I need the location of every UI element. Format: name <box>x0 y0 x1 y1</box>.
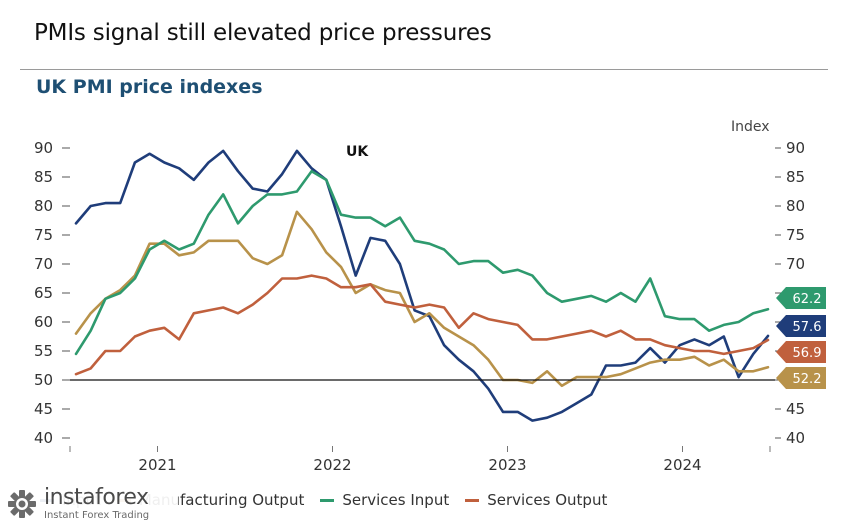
legend-label: Services Output <box>487 491 608 509</box>
legend-item-services-output: Services Output <box>465 491 607 509</box>
header-divider <box>20 69 828 70</box>
end-label-tag: 56.9 <box>776 341 826 363</box>
y-tick-label-left: 50 <box>34 371 53 389</box>
y-tick-label-left: 65 <box>34 284 53 302</box>
series-line-manufacturing-output <box>74 210 770 388</box>
y-tick-label-right: 85 <box>786 168 805 186</box>
y-tick-label-left: 80 <box>34 197 53 215</box>
end-label-value: 57.6 <box>793 320 822 335</box>
y-tick-label-left: 85 <box>34 168 53 186</box>
end-label-tag: 52.2 <box>776 367 826 389</box>
legend-label: Services Input <box>342 491 450 509</box>
end-label-shape <box>776 315 826 337</box>
y-tick-label-left: 40 <box>34 429 53 447</box>
y-tick-label-left: 55 <box>34 342 53 360</box>
end-label-value: 52.2 <box>793 372 822 387</box>
region-annotation: UK <box>346 144 369 160</box>
y-tick-label-left: 90 <box>34 139 53 157</box>
y-tick-label-left: 75 <box>34 226 53 244</box>
end-label-shape <box>776 341 826 363</box>
legend-swatch <box>465 498 480 502</box>
x-tick-label: 2021 <box>138 456 176 474</box>
end-label-tag: 57.6 <box>776 315 826 337</box>
instaforex-logo-icon <box>8 490 36 518</box>
y-tick-label-right: 90 <box>786 139 805 157</box>
x-tick-label: 2022 <box>313 456 351 474</box>
y-tick-label-right: 75 <box>786 226 805 244</box>
y-tick-label-left: 60 <box>34 313 53 331</box>
legend-swatch <box>320 498 335 502</box>
unit-label: Index <box>731 119 770 135</box>
end-label-shape <box>776 367 826 389</box>
y-tick-label-left: 70 <box>34 255 53 273</box>
series-line-services-input <box>74 169 770 356</box>
y-tick-label-right: 70 <box>786 255 805 273</box>
y-tick-label-right: 40 <box>786 429 805 447</box>
series-line-manufacturing-input <box>74 149 770 422</box>
end-label-tag: 62.2 <box>776 287 826 309</box>
x-tick-label: 2024 <box>663 456 701 474</box>
end-label-value: 56.9 <box>793 346 822 361</box>
series-line-services-output <box>74 274 770 376</box>
watermark-tagline: Instant Forex Trading <box>44 510 150 521</box>
y-tick-label-left: 45 <box>34 400 53 418</box>
x-tick-label: 2023 <box>488 456 526 474</box>
legend-label: Manufacturing Output <box>138 491 305 509</box>
end-label-value: 62.2 <box>793 292 822 307</box>
end-label-shape <box>776 287 826 309</box>
y-tick-label-right: 45 <box>786 400 805 418</box>
chart-title: UK PMI price indexes <box>36 76 263 98</box>
instaforex-watermark: instaforex Instant Forex Trading <box>6 484 178 524</box>
y-tick-label-right: 80 <box>786 197 805 215</box>
watermark-brand: instaforex <box>44 485 149 510</box>
legend-item-services-input: Services Input <box>320 491 449 509</box>
page-headline: PMIs signal still elevated price pressur… <box>34 20 492 46</box>
